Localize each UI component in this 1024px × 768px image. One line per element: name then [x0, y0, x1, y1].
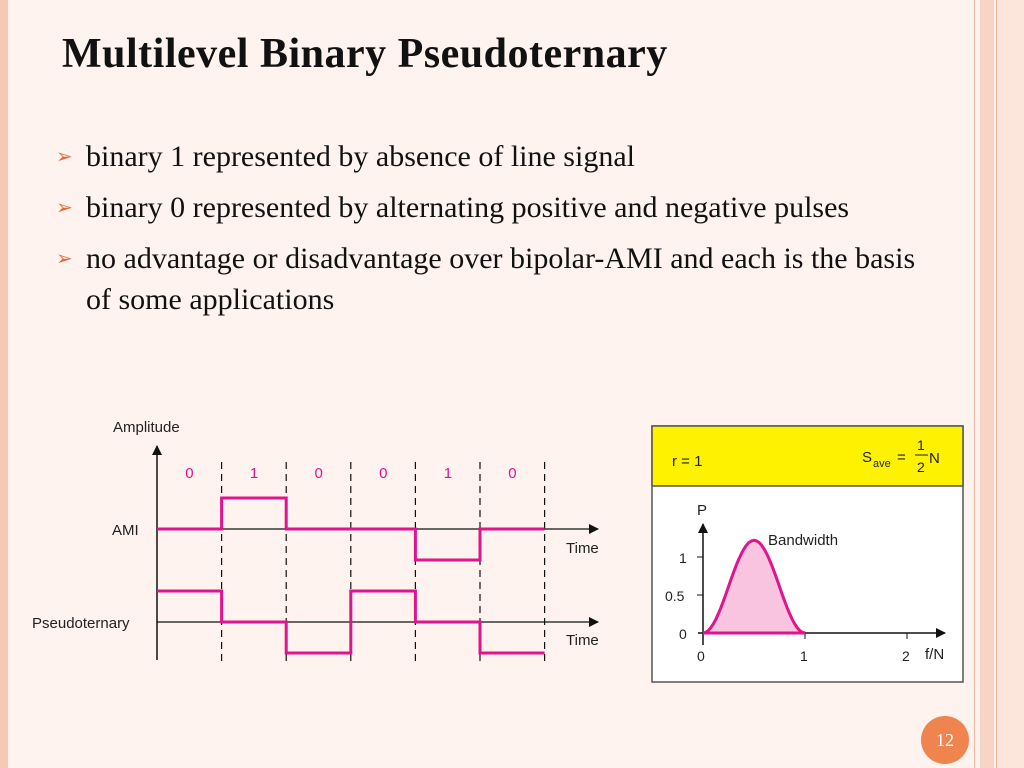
side-stripe-line: [974, 0, 975, 768]
bullet-arrow-icon: ➢: [56, 144, 73, 168]
pseudoternary-waveform: [157, 589, 545, 655]
side-stripe-inner: [980, 0, 994, 768]
slide-title: Multilevel Binary Pseudoternary: [62, 31, 668, 77]
bit-label: 0: [379, 465, 387, 482]
side-stripe-outer: [996, 0, 1024, 768]
ami-label: AMI: [112, 522, 139, 539]
x-tick-label: 2: [902, 648, 910, 664]
bullet-text: binary 0 represented by alternating posi…: [86, 191, 850, 224]
spectrum-panel: r = 1 S ave = 1 2 N P 1 0.5 0 0 1 2 f/N …: [651, 425, 964, 683]
bullet-item: ➢ no advantage or disadvantage over bipo…: [56, 238, 936, 320]
ami-time-label: Time: [566, 540, 599, 557]
bullet-arrow-icon: ➢: [56, 246, 73, 270]
bit-labels: 0 1 0 0 1 0: [185, 465, 516, 482]
page-number-badge: 12: [921, 716, 969, 764]
y-tick-label: 0.5: [665, 588, 685, 604]
x-tick-label: 0: [697, 648, 705, 664]
savg-equals: =: [897, 449, 906, 466]
ami-waveform: [157, 496, 545, 562]
pseudoternary-time-label: Time: [566, 632, 599, 649]
power-axis-label: P: [697, 502, 707, 519]
pseudoternary-label: Pseudoternary: [32, 615, 130, 632]
bullet-list: ➢ binary 1 represented by absence of lin…: [56, 136, 936, 330]
y-tick-label: 0: [679, 626, 687, 642]
bit-label: 0: [185, 465, 193, 482]
bit-label: 1: [444, 465, 452, 482]
bandwidth-label: Bandwidth: [768, 532, 838, 549]
frequency-axis-label: f/N: [925, 646, 944, 663]
bit-label: 0: [315, 465, 323, 482]
bandwidth-curve: [702, 538, 806, 635]
bullet-text: binary 1 represented by absence of line …: [86, 140, 635, 173]
amplitude-axis-label: Amplitude: [113, 419, 180, 436]
left-edge-decoration: [0, 0, 8, 768]
savg-symbol: S: [862, 449, 872, 466]
fraction-numerator: 1: [917, 437, 925, 453]
bullet-item: ➢ binary 1 represented by absence of lin…: [56, 136, 936, 177]
x-tick-label: 1: [800, 648, 808, 664]
bit-boundaries: [221, 462, 546, 662]
bit-label: 0: [508, 465, 516, 482]
bit-label: 1: [250, 465, 258, 482]
rate-label: r = 1: [672, 453, 702, 470]
y-tick-label: 1: [679, 550, 687, 566]
bullet-arrow-icon: ➢: [56, 195, 73, 219]
bullet-item: ➢ binary 0 represented by alternating po…: [56, 187, 936, 228]
fraction-denominator: 2: [917, 459, 925, 475]
savg-subscript: ave: [873, 458, 891, 470]
bullet-text: no advantage or disadvantage over bipola…: [86, 242, 916, 316]
fraction-variable: N: [929, 450, 940, 467]
spectrum-header: [651, 425, 964, 487]
